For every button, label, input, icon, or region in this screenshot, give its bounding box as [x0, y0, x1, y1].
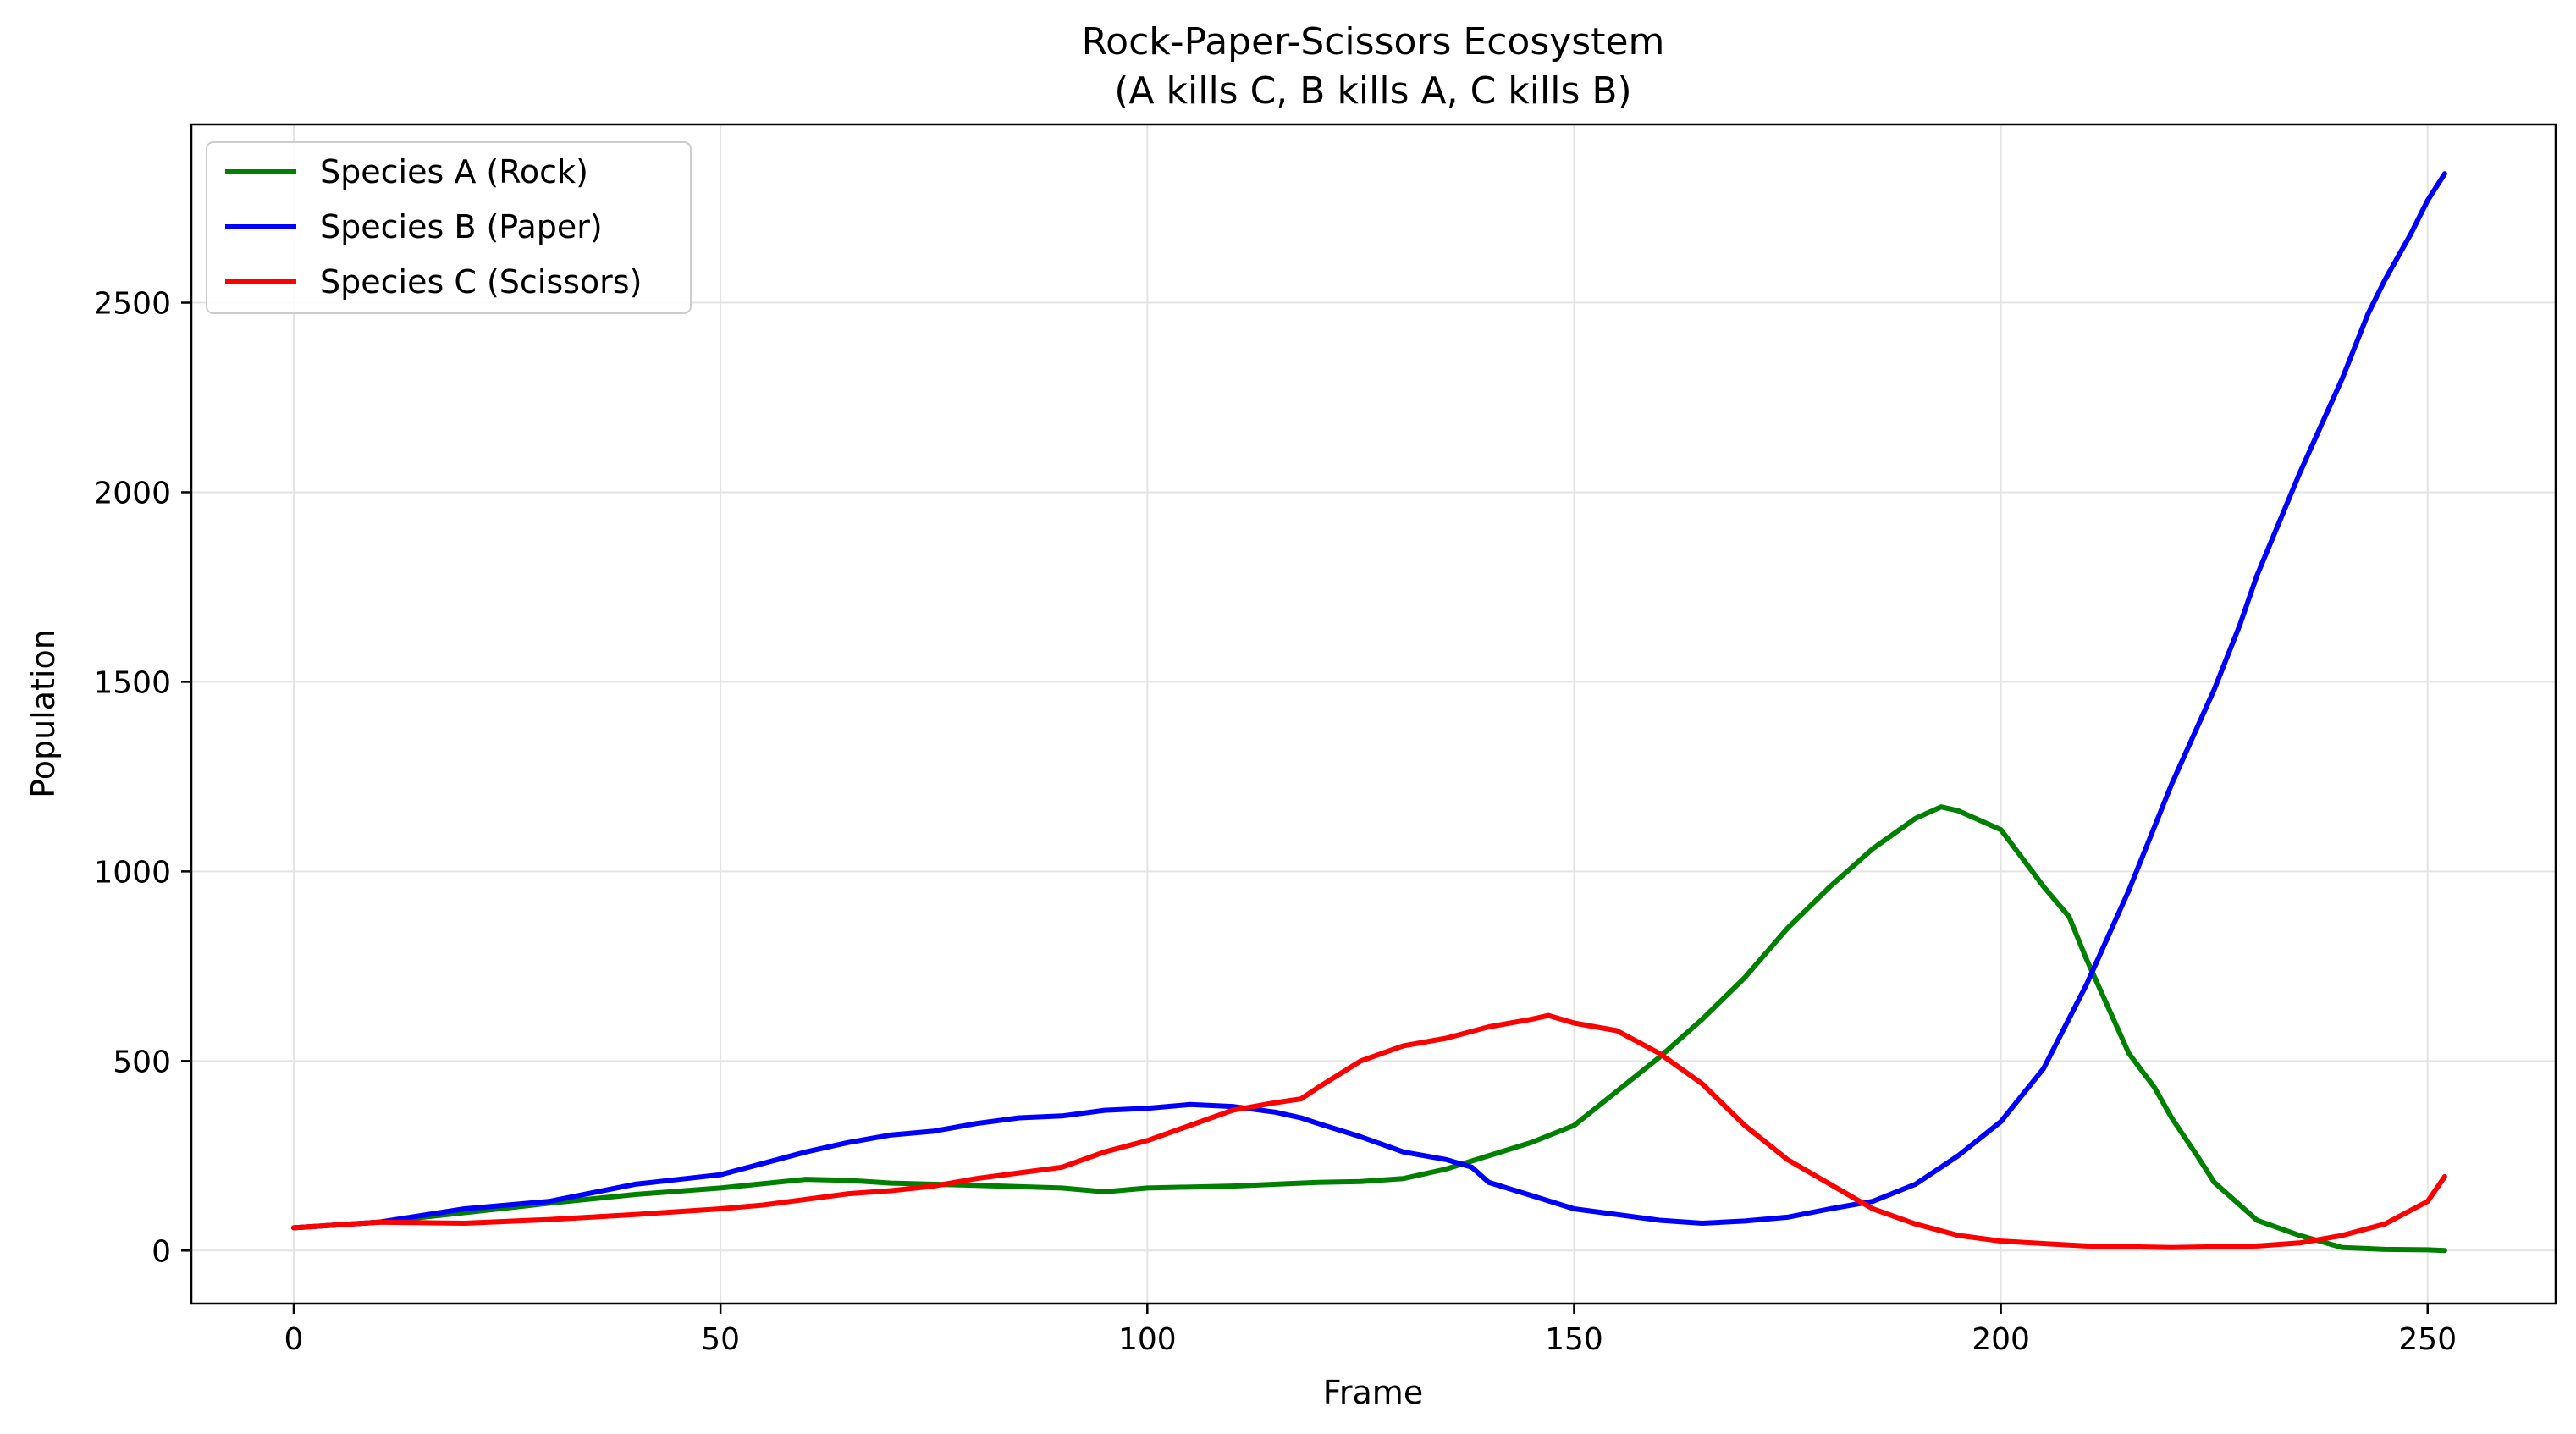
chart-title: Rock-Paper-Scissors Ecosystem [1082, 20, 1665, 63]
x-tick-label: 100 [1118, 1322, 1177, 1357]
legend-label-species-a: Species A (Rock) [320, 153, 588, 190]
chart-subtitle: (A kills C, B kills A, C kills B) [1114, 69, 1631, 113]
legend-box [206, 141, 692, 314]
y-tick-label: 0 [152, 1234, 171, 1269]
y-tick-label: 2500 [93, 287, 171, 322]
series-line-species-a [291, 804, 2447, 1254]
x-tick-label: 50 [701, 1322, 740, 1357]
series-line-species-c [291, 1012, 2447, 1250]
lines-layer [291, 171, 2447, 1254]
y-tick-label: 1000 [93, 855, 171, 890]
x-tick-label: 0 [284, 1322, 304, 1357]
x-tick-label: 150 [1545, 1322, 1603, 1357]
series-line-species-b [291, 171, 2447, 1231]
y-axis-label: Population [25, 629, 62, 798]
plot-frame [190, 123, 2557, 1305]
legend-label-species-b: Species B (Paper) [320, 208, 603, 245]
x-tick-label: 250 [2398, 1322, 2457, 1357]
y-tick-label: 1500 [93, 665, 171, 700]
y-tick-label: 500 [113, 1045, 171, 1079]
legend-label-species-c: Species C (Scissors) [320, 263, 642, 301]
y-tick-label: 2000 [93, 476, 171, 510]
legend: Species A (Rock) Species B (Paper) Speci… [206, 141, 692, 314]
x-axis-label: Frame [1323, 1374, 1423, 1411]
x-tick-label: 200 [1972, 1322, 2030, 1357]
